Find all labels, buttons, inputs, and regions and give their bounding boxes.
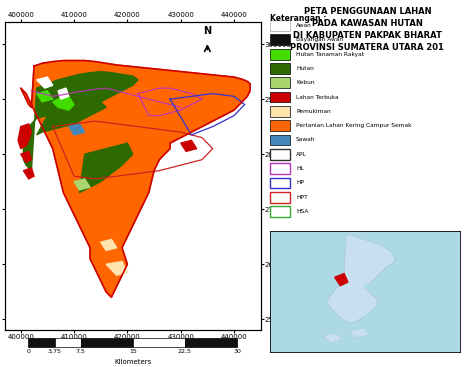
Text: HPT: HPT (296, 195, 308, 200)
Text: HL: HL (296, 166, 304, 171)
Bar (270, 49, 290, 59)
Polygon shape (69, 124, 85, 135)
Bar (270, 163, 290, 174)
Polygon shape (23, 168, 34, 179)
Polygon shape (53, 96, 74, 110)
Text: 22,5: 22,5 (178, 349, 192, 354)
Polygon shape (79, 143, 133, 193)
Polygon shape (327, 234, 395, 323)
Text: N: N (203, 26, 211, 36)
Text: Lahan Terbuka: Lahan Terbuka (296, 95, 338, 99)
Text: Kilometers: Kilometers (114, 359, 151, 365)
Text: HP: HP (296, 180, 304, 185)
Text: Pertanian Lahan Kering Campur Semak: Pertanian Lahan Kering Campur Semak (296, 123, 411, 128)
Bar (270, 34, 290, 45)
Text: Hutan: Hutan (296, 66, 314, 71)
Polygon shape (21, 151, 31, 162)
Text: HSA: HSA (296, 209, 309, 214)
Text: 30: 30 (233, 349, 241, 354)
Bar (270, 120, 290, 131)
Polygon shape (365, 283, 376, 292)
Polygon shape (100, 239, 117, 250)
Text: Sawah: Sawah (296, 138, 315, 142)
Polygon shape (36, 102, 106, 135)
Text: Bayangan Awan: Bayangan Awan (296, 37, 343, 42)
Polygon shape (335, 274, 348, 286)
Text: APL: APL (296, 152, 307, 157)
Bar (270, 20, 290, 31)
Polygon shape (181, 140, 197, 151)
Polygon shape (36, 77, 53, 88)
Bar (270, 63, 290, 74)
Bar (270, 77, 290, 88)
Text: 7,5: 7,5 (76, 349, 85, 354)
Polygon shape (106, 261, 128, 275)
Text: Kebun: Kebun (296, 80, 315, 85)
Bar (270, 178, 290, 188)
Polygon shape (21, 61, 250, 297)
Polygon shape (350, 328, 369, 338)
Text: 0: 0 (27, 349, 30, 354)
Polygon shape (323, 333, 342, 343)
Text: PETA PENGGUNAAN LAHAN
PADA KAWASAN HUTAN
DI KABUPATEN PAKPAK BHARAT
PROVINSI SUM: PETA PENGGUNAAN LAHAN PADA KAWASAN HUTAN… (291, 7, 444, 52)
Text: Awan: Awan (296, 23, 312, 28)
Polygon shape (58, 88, 69, 99)
Polygon shape (23, 72, 138, 171)
Polygon shape (74, 179, 90, 190)
Bar (270, 206, 290, 217)
Bar (270, 92, 290, 102)
Polygon shape (18, 124, 31, 149)
Bar (270, 135, 290, 145)
Polygon shape (36, 91, 53, 102)
Bar (270, 106, 290, 117)
Text: Pemukiman: Pemukiman (296, 109, 331, 114)
Text: 15: 15 (129, 349, 137, 354)
Text: Keterangan :: Keterangan : (270, 14, 326, 23)
Text: 3,75: 3,75 (47, 349, 62, 354)
Text: Hutan Tanaman Rakyat: Hutan Tanaman Rakyat (296, 52, 364, 57)
Bar (270, 192, 290, 203)
Bar (270, 149, 290, 160)
